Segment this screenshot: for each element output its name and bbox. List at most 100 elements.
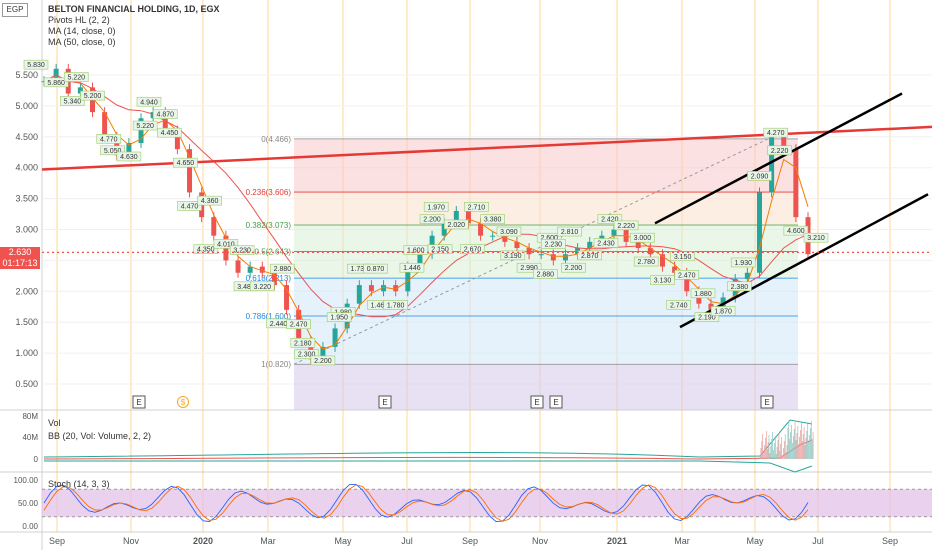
pivot-label: 2.430 bbox=[593, 238, 619, 248]
bar-countdown: 01:17:13 bbox=[2, 258, 38, 268]
pivot-label: 3.090 bbox=[496, 226, 522, 237]
pivot-label-text: 5.830 bbox=[27, 62, 45, 69]
legend-ma14[interactable]: MA (14, close, 0) bbox=[48, 26, 116, 36]
pivot-label-text: 2.190 bbox=[698, 315, 716, 322]
stoch-tick-label: 100.00 bbox=[14, 476, 39, 485]
pivot-label: 5.200 bbox=[80, 90, 105, 101]
candle-body bbox=[647, 248, 653, 255]
candle-body bbox=[381, 285, 387, 292]
earnings-marker bbox=[549, 395, 563, 409]
dividend-marker-text: $ bbox=[181, 398, 186, 407]
pivot-label-text: 4.010 bbox=[217, 241, 235, 248]
pivot-label-text: 2.020 bbox=[448, 222, 466, 229]
last-price-tag: 2.630 01:17:13 bbox=[0, 247, 40, 269]
earnings-marker-text: E bbox=[382, 398, 387, 407]
pivot-label-box bbox=[383, 299, 408, 310]
earnings-marker-text: E bbox=[534, 398, 539, 407]
pivot-label-box bbox=[480, 214, 505, 224]
pivot-label-text: 2.380 bbox=[731, 284, 749, 291]
pivot-label: 4.600 bbox=[783, 225, 809, 236]
pivot-label-box bbox=[561, 262, 586, 273]
pivot-label-text: 2.200 bbox=[423, 217, 441, 224]
candle-body bbox=[684, 272, 690, 292]
candle-body bbox=[526, 248, 532, 255]
candle-body bbox=[259, 266, 265, 273]
pivot-label-text: 4.270 bbox=[767, 130, 785, 137]
ma50-line bbox=[43, 74, 809, 318]
pivot-label-box bbox=[496, 226, 522, 237]
pivot-label: 1.950 bbox=[326, 312, 352, 322]
pivot-label: 3.230 bbox=[229, 245, 255, 255]
pivot-label-text: 2.420 bbox=[601, 217, 619, 224]
pivot-label: 2.230 bbox=[541, 239, 566, 249]
candle-body bbox=[659, 254, 665, 267]
y-tick-label: 5.000 bbox=[15, 101, 38, 111]
candle-body bbox=[587, 241, 593, 249]
pivot-label-text: 3.190 bbox=[504, 253, 522, 260]
x-tick-label: 2020 bbox=[193, 536, 213, 546]
candle-body bbox=[550, 254, 556, 261]
pivot-label-box bbox=[516, 262, 542, 273]
pivot-label-text: 1.870 bbox=[714, 308, 732, 315]
fib-level-label: 0.786(1.600) bbox=[246, 312, 292, 321]
pivot-label: 3.380 bbox=[480, 214, 505, 224]
pivot-label-box bbox=[730, 257, 756, 268]
candle-body bbox=[441, 223, 447, 236]
earnings-marker-text: E bbox=[553, 398, 558, 407]
pivot-label-box bbox=[60, 96, 85, 106]
pivot-label: 4.650 bbox=[173, 157, 198, 168]
pivot-label-box bbox=[63, 72, 89, 82]
pivot-label: 1.446 bbox=[399, 262, 425, 273]
pivot-label: 2.880 bbox=[533, 269, 558, 279]
pivot-label-box bbox=[177, 201, 202, 211]
pivot-label-text: 1.970 bbox=[427, 204, 445, 211]
candle-body bbox=[187, 149, 193, 193]
fib-level-label: 1(0.820) bbox=[261, 360, 291, 369]
pivot-label-text: 4.630 bbox=[120, 154, 138, 161]
pivot-label-box bbox=[557, 226, 582, 237]
currency-label[interactable]: EGP bbox=[2, 3, 28, 17]
pivot-label-text: 4.770 bbox=[100, 136, 118, 143]
pivot-label: 5.860 bbox=[43, 77, 69, 88]
pivot-label-text: 5.200 bbox=[84, 93, 102, 100]
candle-body bbox=[138, 118, 144, 143]
pivot-label-text: 2.670 bbox=[464, 247, 482, 254]
pivot-label-box bbox=[100, 145, 125, 156]
pivot-label-box bbox=[633, 256, 659, 267]
pivot-label: 2.710 bbox=[464, 202, 489, 212]
pivot-label-box bbox=[23, 59, 49, 70]
pivot-label-text: 1.930 bbox=[734, 260, 752, 267]
volume-label[interactable]: Vol bbox=[48, 418, 61, 428]
pivot-label-box bbox=[363, 263, 388, 274]
pivot-label-box bbox=[419, 214, 445, 224]
pivot-label-box bbox=[597, 214, 623, 224]
pivot-label: 2.220 bbox=[767, 145, 792, 156]
pivot-label-box bbox=[593, 238, 619, 248]
pivot-label-box bbox=[270, 263, 295, 274]
candle-body bbox=[672, 266, 678, 273]
legend-title: BELTON FINANCIAL HOLDING, 1D, EGX bbox=[48, 4, 220, 14]
pivot-label: 3.220 bbox=[249, 281, 275, 292]
pivot-label-text: 3.230 bbox=[233, 248, 251, 255]
fib-level-label: 0.618(2.213) bbox=[246, 274, 292, 283]
pivot-label: 2.180 bbox=[290, 337, 316, 348]
x-tick-label: 2021 bbox=[607, 536, 627, 546]
stoch-tick-label: 0.00 bbox=[22, 522, 38, 531]
pivot-label-box bbox=[80, 90, 105, 101]
pivot-label: 3.130 bbox=[650, 275, 675, 285]
pivot-label-box bbox=[326, 312, 352, 322]
pivot-label-box bbox=[213, 239, 239, 249]
pivot-label: 1.600 bbox=[403, 245, 429, 255]
pivot-label: 1.880 bbox=[690, 288, 716, 299]
pivot-label: 3.000 bbox=[630, 232, 655, 243]
x-tick-label: Nov bbox=[123, 536, 140, 546]
candle-body bbox=[247, 266, 253, 273]
legend-ma50[interactable]: MA (50, close, 0) bbox=[48, 37, 116, 47]
candle-body bbox=[102, 112, 108, 137]
stoch-label[interactable]: Stoch (14, 3, 3) bbox=[48, 479, 110, 489]
legend-pivots[interactable]: Pivots HL (2, 2) bbox=[48, 15, 110, 25]
candle-body bbox=[77, 87, 83, 94]
pivot-label-text: 2.300 bbox=[298, 352, 316, 359]
bb-label[interactable]: BB (20, Vol: Volume, 2, 2) bbox=[48, 431, 152, 441]
